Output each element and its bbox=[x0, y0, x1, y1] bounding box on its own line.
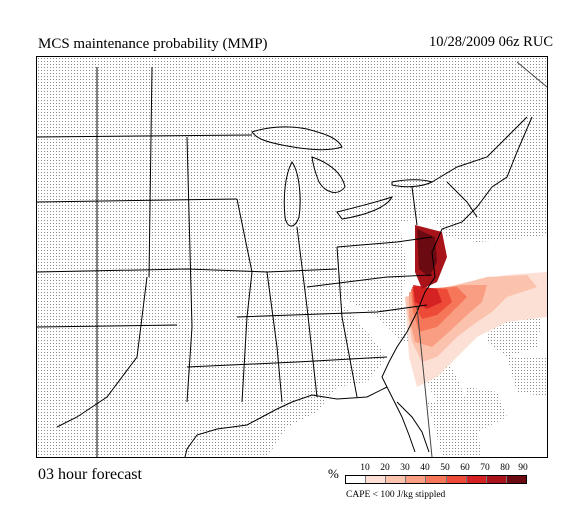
legend-tick: 40 bbox=[420, 463, 430, 473]
legend-swatch bbox=[466, 476, 487, 483]
map-panel bbox=[36, 56, 548, 458]
legend-tick: 50 bbox=[440, 463, 450, 473]
legend-tick: 60 bbox=[460, 463, 470, 473]
legend-swatch bbox=[406, 476, 427, 483]
legend-swatch bbox=[446, 476, 467, 483]
legend-swatch bbox=[486, 476, 507, 483]
map-boundaries bbox=[37, 61, 547, 457]
legend-tick: 10 bbox=[360, 463, 370, 473]
legend-swatch bbox=[366, 476, 387, 483]
legend-unit: % bbox=[328, 466, 339, 481]
legend-tick: 70 bbox=[480, 463, 490, 473]
legend-ticks: 10 20 30 40 50 60 70 80 90 bbox=[345, 463, 528, 475]
legend-tick: 30 bbox=[400, 463, 410, 473]
legend-tick: 90 bbox=[518, 463, 528, 473]
legend-swatch bbox=[506, 476, 526, 483]
legend-tick: 20 bbox=[380, 463, 390, 473]
legend-tick: 80 bbox=[500, 463, 510, 473]
stipple-note: CAPE < 100 J/kg stippled bbox=[346, 490, 446, 500]
legend-swatch bbox=[426, 476, 447, 483]
legend-colorbar bbox=[345, 475, 527, 484]
legend-swatch bbox=[346, 476, 367, 483]
valid-datetime: 10/28/2009 06z RUC bbox=[428, 34, 553, 50]
forecast-hour-label: 03 hour forecast bbox=[38, 466, 142, 483]
map-svg bbox=[37, 57, 547, 457]
mmp-shading bbox=[405, 225, 547, 387]
legend-swatch bbox=[386, 476, 407, 483]
chart-title: MCS maintenance probability (MMP) bbox=[38, 36, 268, 52]
